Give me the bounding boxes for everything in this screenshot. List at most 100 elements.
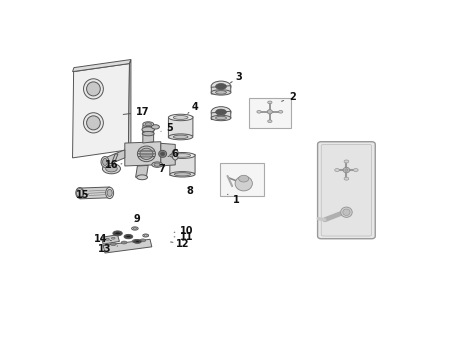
Ellipse shape: [159, 150, 166, 158]
Ellipse shape: [216, 84, 226, 90]
Text: 13: 13: [98, 244, 118, 254]
Ellipse shape: [135, 240, 140, 243]
Polygon shape: [161, 144, 175, 166]
Polygon shape: [101, 235, 120, 244]
Text: 12: 12: [171, 239, 189, 248]
Ellipse shape: [257, 111, 261, 113]
Ellipse shape: [84, 79, 103, 99]
Ellipse shape: [239, 175, 249, 182]
Ellipse shape: [343, 209, 350, 216]
Ellipse shape: [138, 150, 155, 152]
Ellipse shape: [343, 167, 350, 173]
Ellipse shape: [110, 243, 116, 246]
Text: 7: 7: [159, 164, 165, 174]
FancyBboxPatch shape: [318, 142, 375, 239]
Polygon shape: [170, 154, 195, 175]
Ellipse shape: [216, 91, 226, 94]
Text: 17: 17: [123, 107, 150, 117]
Ellipse shape: [113, 231, 122, 236]
Ellipse shape: [86, 82, 100, 96]
Ellipse shape: [211, 81, 231, 92]
Polygon shape: [73, 64, 129, 158]
Polygon shape: [112, 154, 118, 163]
Ellipse shape: [174, 173, 191, 176]
Ellipse shape: [140, 148, 153, 160]
Ellipse shape: [137, 175, 147, 180]
Polygon shape: [168, 117, 193, 138]
Text: 2: 2: [282, 92, 296, 102]
Polygon shape: [80, 187, 110, 199]
Ellipse shape: [268, 120, 272, 122]
Ellipse shape: [140, 239, 146, 242]
Ellipse shape: [132, 227, 138, 230]
Ellipse shape: [112, 237, 115, 239]
Ellipse shape: [142, 127, 154, 132]
Ellipse shape: [211, 107, 231, 118]
Polygon shape: [128, 60, 131, 150]
Ellipse shape: [152, 125, 159, 129]
Ellipse shape: [101, 156, 109, 167]
Ellipse shape: [267, 110, 272, 114]
Ellipse shape: [138, 153, 155, 154]
Ellipse shape: [84, 113, 103, 133]
Ellipse shape: [126, 235, 131, 238]
Ellipse shape: [173, 116, 188, 119]
Ellipse shape: [154, 163, 160, 166]
Text: 5: 5: [161, 123, 173, 133]
Ellipse shape: [143, 234, 149, 237]
Ellipse shape: [170, 153, 195, 159]
Ellipse shape: [103, 159, 107, 166]
Polygon shape: [143, 124, 153, 143]
Ellipse shape: [170, 172, 195, 177]
Ellipse shape: [341, 207, 352, 217]
Ellipse shape: [173, 135, 188, 139]
Ellipse shape: [174, 154, 191, 157]
Ellipse shape: [279, 111, 283, 113]
Ellipse shape: [216, 109, 226, 115]
Polygon shape: [136, 166, 148, 177]
Ellipse shape: [142, 132, 154, 136]
Bar: [249, 98, 291, 128]
Ellipse shape: [168, 114, 193, 121]
Text: 3: 3: [230, 72, 242, 83]
Text: 9: 9: [133, 214, 140, 224]
Polygon shape: [125, 142, 161, 166]
Text: 16: 16: [105, 160, 122, 170]
Text: 15: 15: [76, 190, 89, 200]
Polygon shape: [211, 86, 231, 94]
Ellipse shape: [216, 116, 226, 120]
FancyBboxPatch shape: [321, 145, 372, 236]
Polygon shape: [211, 111, 231, 120]
Ellipse shape: [145, 123, 152, 126]
Ellipse shape: [77, 189, 83, 197]
Text: 14: 14: [94, 234, 112, 244]
Polygon shape: [73, 60, 131, 72]
Ellipse shape: [160, 152, 165, 156]
Ellipse shape: [345, 169, 348, 172]
Ellipse shape: [172, 149, 179, 160]
Ellipse shape: [138, 156, 155, 157]
Ellipse shape: [124, 234, 133, 239]
Ellipse shape: [143, 122, 153, 127]
Ellipse shape: [152, 162, 163, 167]
Text: 10: 10: [174, 226, 194, 236]
Polygon shape: [103, 239, 152, 253]
Text: 4: 4: [188, 102, 199, 113]
Ellipse shape: [144, 235, 147, 236]
Text: 11: 11: [174, 232, 194, 243]
Text: 8: 8: [186, 186, 193, 196]
Ellipse shape: [344, 160, 349, 163]
Ellipse shape: [211, 115, 231, 121]
Ellipse shape: [133, 239, 141, 243]
Ellipse shape: [106, 187, 113, 198]
Ellipse shape: [344, 177, 349, 180]
Ellipse shape: [106, 166, 117, 172]
Ellipse shape: [132, 240, 138, 243]
Ellipse shape: [121, 241, 127, 244]
Ellipse shape: [353, 169, 358, 172]
Ellipse shape: [107, 189, 112, 196]
Text: 6: 6: [168, 149, 179, 159]
Ellipse shape: [211, 90, 231, 95]
Ellipse shape: [335, 169, 339, 172]
Ellipse shape: [86, 116, 100, 130]
